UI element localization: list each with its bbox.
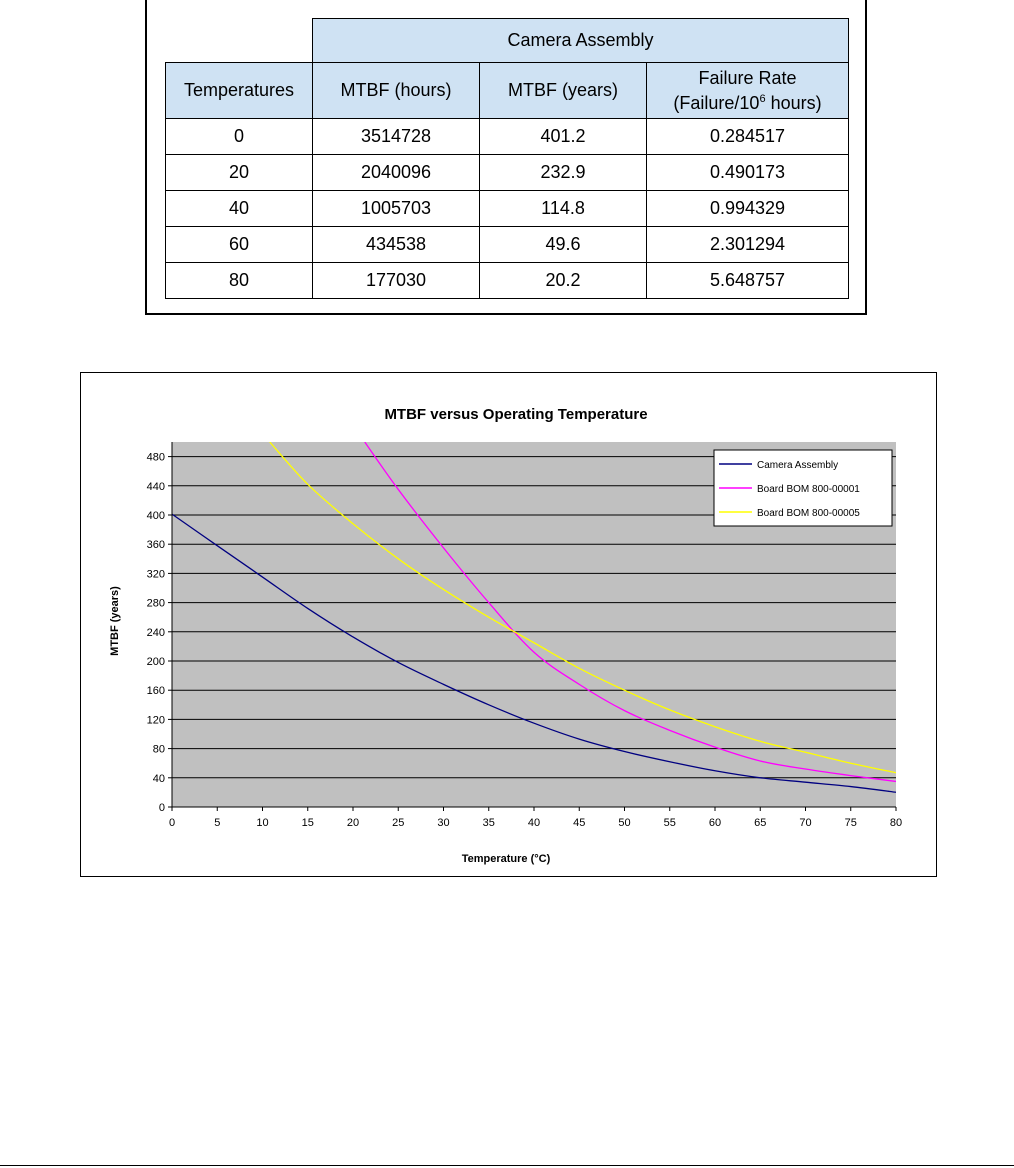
table-row: 20 2040096 232.9 0.490173 [165, 154, 849, 191]
cell-temp: 80 [165, 262, 313, 299]
y-tick-label: 240 [147, 627, 165, 639]
y-axis-label: MTBF (years) [109, 586, 121, 656]
x-tick-label: 10 [256, 817, 268, 829]
legend-label: Board BOM 800-00001 [757, 484, 860, 495]
legend-label: Camera Assembly [757, 460, 838, 471]
cell-temp: 0 [165, 118, 313, 155]
cell-temp: 40 [165, 190, 313, 227]
table-corner-blank [165, 18, 313, 63]
cell-hours: 177030 [312, 262, 480, 299]
y-tick-label: 480 [147, 452, 165, 464]
y-tick-label: 80 [153, 744, 165, 756]
x-tick-label: 65 [754, 817, 766, 829]
cell-temp: 60 [165, 226, 313, 263]
y-tick-label: 400 [147, 510, 165, 522]
x-tick-label: 25 [392, 817, 404, 829]
mtbf-chart: MTBF versus Operating Temperature 0 40 80 1… [109, 406, 902, 865]
failure-rate-line1: Failure Rate [698, 67, 797, 88]
cell-rate: 0.490173 [646, 154, 849, 191]
mtbf-table: Camera Assembly Temperatures MTBF (hours… [165, 18, 849, 299]
cell-years: 20.2 [479, 262, 647, 299]
chart-frame: MTBF versus Operating Temperature 0 40 80 1… [80, 372, 937, 877]
x-tick-label: 5 [214, 817, 220, 829]
x-tick-label: 60 [709, 817, 721, 829]
y-tick-label: 280 [147, 598, 165, 610]
series-line-2 [364, 442, 896, 783]
series-line-1 [172, 513, 896, 793]
series-line-3 [269, 442, 896, 774]
y-tick-label: 200 [147, 656, 165, 668]
failure-rate-exponent: 6 [759, 92, 766, 105]
group-header: Camera Assembly [312, 18, 849, 63]
x-tick-label: 40 [528, 817, 540, 829]
legend-label: Board BOM 800-00005 [757, 508, 860, 519]
legend: Camera Assembly Board BOM 800-00001 Board … [713, 449, 893, 527]
chart-title: MTBF versus Operating Temperature [384, 406, 647, 423]
x-tick-label: 0 [169, 817, 175, 829]
cell-rate: 0.994329 [646, 190, 849, 227]
col-header-mtbf-years: MTBF (years) [479, 62, 647, 119]
cell-hours: 2040096 [312, 154, 480, 191]
y-tick-label: 440 [147, 481, 165, 493]
y-tick-label: 360 [147, 539, 165, 551]
y-tick-label: 40 [153, 773, 165, 785]
table-row: 40 1005703 114.8 0.994329 [165, 190, 849, 227]
failure-rate-line2-suffix: hours) [765, 92, 822, 113]
cell-hours: 434538 [312, 226, 480, 263]
x-tick-label: 70 [799, 817, 811, 829]
cell-hours: 3514728 [312, 118, 480, 155]
table-row: 60 434538 49.6 2.301294 [165, 226, 849, 263]
cell-years: 401.2 [479, 118, 647, 155]
col-header-temperatures: Temperatures [165, 62, 313, 119]
x-tick-label: 15 [302, 817, 314, 829]
y-tick-label: 320 [147, 568, 165, 580]
cell-temp: 20 [165, 154, 313, 191]
x-tick-label: 50 [618, 817, 630, 829]
cell-years: 232.9 [479, 154, 647, 191]
x-tick-label: 35 [483, 817, 495, 829]
table-row: 80 177030 20.2 5.648757 [165, 262, 849, 299]
table-row: 0 3514728 401.2 0.284517 [165, 118, 849, 155]
y-tick-label: 160 [147, 685, 165, 697]
x-tick-label: 75 [845, 817, 857, 829]
y-tick-label: 120 [147, 714, 165, 726]
col-header-mtbf-hours: MTBF (hours) [312, 62, 480, 119]
col-header-failure-rate: Failure Rate (Failure/106 hours) [646, 62, 849, 119]
failure-rate-line2-prefix: (Failure/10 [673, 92, 760, 113]
x-tick-label: 45 [573, 817, 585, 829]
cell-years: 49.6 [479, 226, 647, 263]
x-tick-label: 55 [664, 817, 676, 829]
cell-rate: 5.648757 [646, 262, 849, 299]
x-tick-label: 30 [437, 817, 449, 829]
x-tick-label: 80 [890, 817, 902, 829]
x-tick-label: 20 [347, 817, 359, 829]
y-tick-label: 0 [159, 802, 165, 814]
cell-rate: 2.301294 [646, 226, 849, 263]
x-axis-label: Temperature (°C) [462, 853, 551, 865]
cell-hours: 1005703 [312, 190, 480, 227]
page-bottom-rule [0, 1165, 1014, 1166]
cell-years: 114.8 [479, 190, 647, 227]
table-frame [145, 0, 867, 315]
cell-rate: 0.284517 [646, 118, 849, 155]
